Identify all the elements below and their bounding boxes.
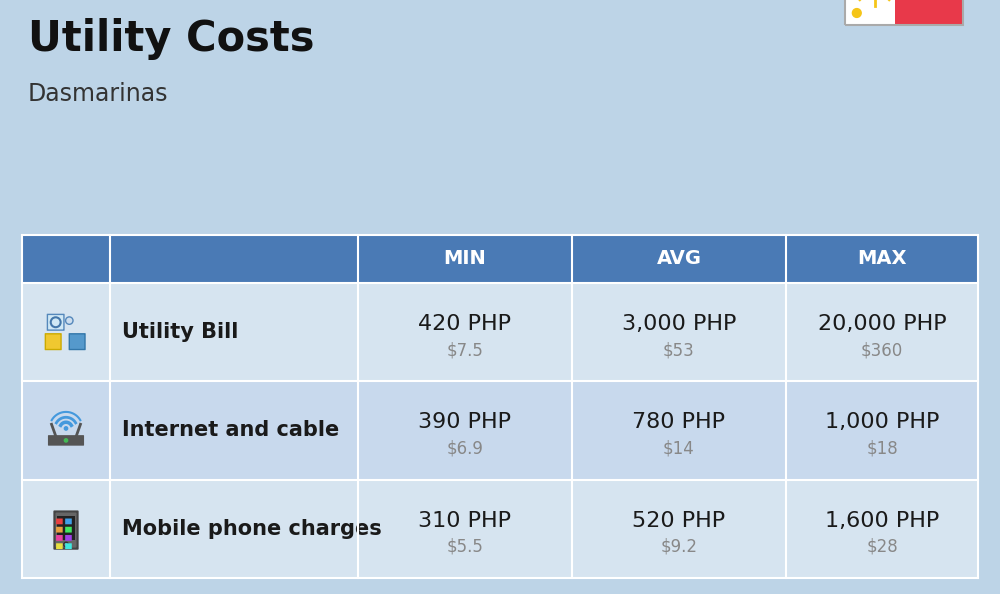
Text: MIN: MIN xyxy=(444,249,486,268)
FancyBboxPatch shape xyxy=(56,519,63,525)
Circle shape xyxy=(64,426,68,430)
FancyBboxPatch shape xyxy=(56,544,63,549)
FancyBboxPatch shape xyxy=(69,334,85,349)
Text: Utility Costs: Utility Costs xyxy=(28,18,314,60)
Circle shape xyxy=(66,317,73,324)
FancyBboxPatch shape xyxy=(904,0,963,25)
Text: Utility Bill: Utility Bill xyxy=(122,322,238,342)
FancyBboxPatch shape xyxy=(56,527,63,533)
FancyBboxPatch shape xyxy=(22,283,978,381)
Text: 20,000 PHP: 20,000 PHP xyxy=(818,314,946,334)
Text: 1,000 PHP: 1,000 PHP xyxy=(825,412,939,432)
Text: MAX: MAX xyxy=(857,249,907,268)
FancyBboxPatch shape xyxy=(22,235,978,283)
Text: Internet and cable: Internet and cable xyxy=(122,421,339,441)
Text: 780 PHP: 780 PHP xyxy=(633,412,726,432)
FancyBboxPatch shape xyxy=(57,516,75,541)
Text: $6.9: $6.9 xyxy=(447,440,483,457)
Text: $53: $53 xyxy=(663,341,695,359)
FancyBboxPatch shape xyxy=(22,381,978,480)
FancyBboxPatch shape xyxy=(45,334,61,349)
FancyBboxPatch shape xyxy=(895,0,963,25)
Text: $18: $18 xyxy=(866,440,898,457)
FancyBboxPatch shape xyxy=(56,535,63,541)
FancyBboxPatch shape xyxy=(65,527,72,533)
Text: AVG: AVG xyxy=(656,249,702,268)
Polygon shape xyxy=(845,0,913,25)
Text: 390 PHP: 390 PHP xyxy=(418,412,512,432)
Text: $360: $360 xyxy=(861,341,903,359)
FancyBboxPatch shape xyxy=(65,535,72,541)
FancyBboxPatch shape xyxy=(845,0,963,25)
Text: 1,600 PHP: 1,600 PHP xyxy=(825,511,939,531)
Text: 310 PHP: 310 PHP xyxy=(418,511,512,531)
Circle shape xyxy=(852,8,861,17)
Text: $14: $14 xyxy=(663,440,695,457)
FancyBboxPatch shape xyxy=(65,544,72,549)
Text: 420 PHP: 420 PHP xyxy=(418,314,512,334)
Text: Mobile phone charges: Mobile phone charges xyxy=(122,519,382,539)
Text: 3,000 PHP: 3,000 PHP xyxy=(622,314,736,334)
Text: $5.5: $5.5 xyxy=(447,538,483,556)
FancyBboxPatch shape xyxy=(65,519,72,525)
FancyBboxPatch shape xyxy=(22,480,978,578)
Text: $7.5: $7.5 xyxy=(447,341,483,359)
Text: Dasmarinas: Dasmarinas xyxy=(28,82,168,106)
Text: $9.2: $9.2 xyxy=(660,538,698,556)
Text: 520 PHP: 520 PHP xyxy=(632,511,726,531)
Circle shape xyxy=(64,542,68,547)
Text: $28: $28 xyxy=(866,538,898,556)
FancyBboxPatch shape xyxy=(49,436,83,445)
FancyBboxPatch shape xyxy=(47,314,64,330)
FancyBboxPatch shape xyxy=(54,511,78,549)
Circle shape xyxy=(64,439,68,442)
